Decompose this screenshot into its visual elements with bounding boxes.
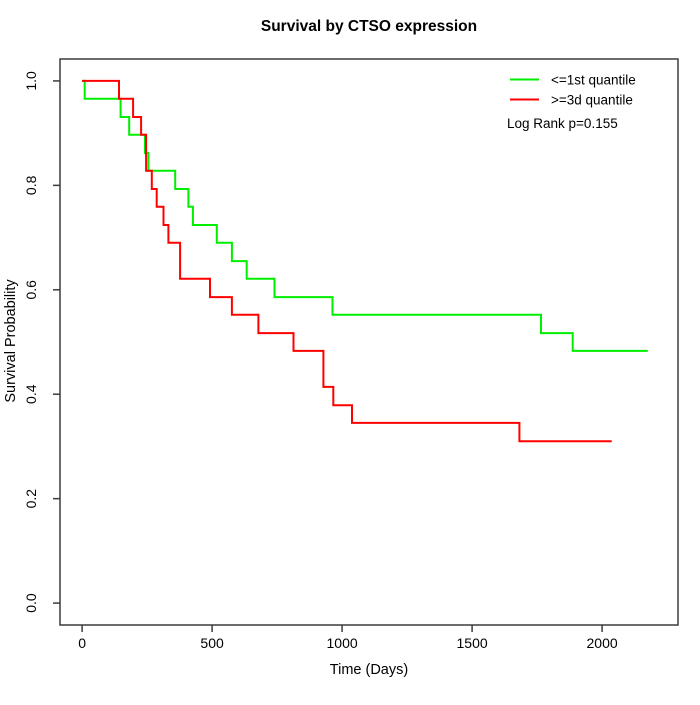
y-tick-label: 0.6 [23,280,39,300]
y-tick-label: 0.0 [23,593,39,613]
chart-title: Survival by CTSO expression [261,18,477,35]
plot-box [59,58,679,626]
y-axis-ticks: 0.0 0.2 0.4 0.6 0.8 1.0 [23,71,60,613]
x-tick-label: 500 [200,635,224,651]
y-tick-label: 0.2 [23,489,39,509]
x-tick-label: 1000 [327,635,358,651]
x-tick-label: 2000 [587,635,618,651]
y-tick-label: 0.8 [23,175,39,195]
log-rank-text: Log Rank p=0.155 [507,116,618,131]
y-tick-label: 1.0 [23,71,39,91]
survival-curve-high-expression [82,79,612,443]
y-tick-label: 0.4 [23,384,39,404]
legend-label-low-expression: <=1st quantile [551,73,636,88]
x-tick-label: 1500 [457,635,488,651]
y-axis-label: Survival Probability [3,279,19,403]
legend: <=1st quantile >=3d quantile Log Rank p=… [507,73,636,132]
x-tick-label: 0 [78,635,86,651]
x-axis-label: Time (Days) [330,662,408,678]
x-axis-ticks: 0 500 1000 1500 2000 [78,625,618,651]
survival-curve-low-expression [82,79,648,352]
legend-label-high-expression: >=3d quantile [551,93,633,108]
